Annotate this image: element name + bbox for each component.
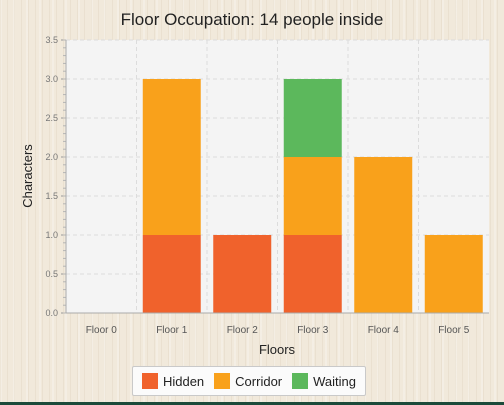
- grid-lines: [66, 39, 489, 313]
- x-tick-label: Floor 5: [438, 325, 470, 336]
- y-tick-label: 2.5: [45, 113, 58, 123]
- legend-label-hidden: Hidden: [162, 373, 205, 389]
- bar-corridor-floor-1: [142, 79, 201, 235]
- legend-label-waiting: Waiting: [313, 373, 357, 389]
- legend-swatch-waiting: [292, 373, 309, 389]
- legend-item-waiting: Waiting: [292, 373, 356, 389]
- legend-label-corridor: Corridor: [235, 373, 283, 389]
- bar-hidden-floor-3: [283, 235, 342, 313]
- legend: Hidden Corridor Waiting: [132, 366, 366, 396]
- y-tick-label: 0.5: [45, 269, 58, 279]
- legend-item-hidden: Hidden: [141, 373, 205, 389]
- y-tick-label: 3.5: [45, 35, 58, 45]
- bar-corridor-floor-5: [424, 235, 483, 313]
- x-tick-label: Floor 1: [156, 325, 188, 336]
- legend-swatch-corridor: [214, 373, 231, 389]
- x-axis-title: Floors: [259, 342, 296, 357]
- x-tick-label: Floor 3: [297, 325, 329, 336]
- y-tick-label: 1.5: [45, 191, 58, 201]
- legend-item-corridor: Corridor: [214, 373, 282, 389]
- bar-corridor-floor-3: [283, 157, 342, 235]
- bar-corridor-floor-4: [354, 157, 413, 313]
- y-tick-label: 0.0: [45, 308, 58, 318]
- bar-hidden-floor-1: [142, 235, 201, 313]
- bar-hidden-floor-2: [213, 235, 272, 313]
- axes: 0.0 0.5 1.0 1.5 2.0 2.5 3.0 3.5 Floor 0 Floor 1 Fl…: [45, 35, 489, 336]
- y-tick-label: 2.0: [45, 152, 58, 162]
- chart-title: Floor Occupation: 14 people inside: [121, 10, 384, 29]
- bar-waiting-floor-3: [283, 79, 342, 157]
- bars: [142, 79, 483, 313]
- y-tick-label: 1.0: [45, 230, 58, 240]
- y-axis-title: Characters: [20, 144, 35, 208]
- x-tick-label: Floor 2: [227, 325, 259, 336]
- x-tick-label: Floor 0: [86, 325, 118, 336]
- window-bottom-strip: [0, 402, 504, 405]
- x-tick-label: Floor 4: [368, 325, 400, 336]
- y-tick-label: 3.0: [45, 74, 58, 84]
- legend-swatch-hidden: [141, 373, 158, 389]
